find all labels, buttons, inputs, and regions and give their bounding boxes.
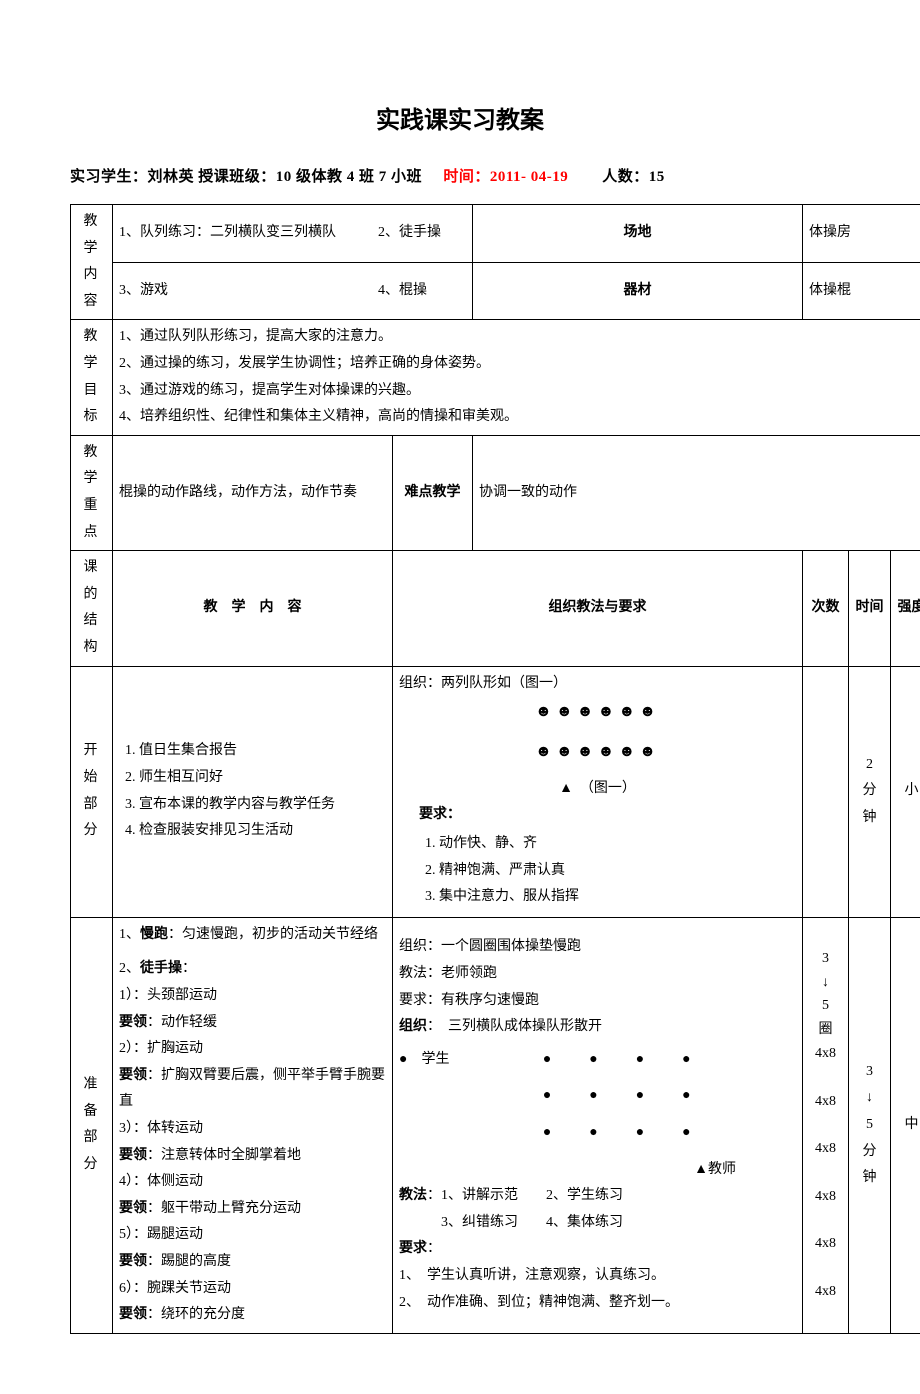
table-row: 教学重点 棍操的动作路线，动作方法，动作节奏 难点教学 协调一致的动作: [71, 435, 920, 550]
page-title: 实践课实习教案: [70, 100, 850, 135]
list-item: 检查服装安排见习生活动: [139, 818, 386, 845]
goal-item: 3、通过游戏的练习，提高学生对体操课的兴趣。: [119, 378, 920, 405]
equip-value: 体操棍: [803, 262, 920, 320]
list-item: 集中注意力、服从指挥: [439, 884, 796, 911]
col-intensity-label: 强度: [891, 551, 920, 666]
start-label: 开始部分: [71, 666, 113, 917]
difficulty-value: 协调一致的动作: [473, 435, 920, 550]
class-value: 10 级体教 4 班 7 小班: [276, 169, 422, 185]
keypoint-value: 棍操的动作路线，动作方法，动作节奏: [113, 435, 393, 550]
content-label: 教学内容: [71, 205, 113, 320]
venue-label: 场地: [473, 205, 803, 263]
time-value: 2011- 04-19: [490, 169, 568, 185]
prep-time: 3↓5分钟: [849, 917, 891, 1333]
org-title: 组织：两列队形如（图一）: [399, 671, 796, 698]
keypoint-label: 教学重点: [71, 435, 113, 550]
structure-label: 课的结构: [71, 551, 113, 666]
prep-intensity: 中: [891, 917, 920, 1333]
venue-value: 体操房: [803, 205, 920, 263]
goals-label: 教学目标: [71, 320, 113, 435]
student-name: 刘林英: [148, 169, 195, 185]
table-header-row: 课的结构 教 学 内 容 组织教法与要求 次数 时间 强度: [71, 551, 920, 666]
start-section-row: 开始部分 值日生集合报告 师生相互问好 宣布本课的教学内容与教学任务 检查服装安…: [71, 666, 920, 917]
formation-row-icon: ☻☻☻☻☻☻: [399, 697, 796, 727]
count-label: 人数：: [602, 169, 649, 185]
list-item: 精神饱满、严肃认真: [439, 858, 796, 885]
list-item: 动作快、静、齐: [439, 831, 796, 858]
list-item: 值日生集合报告: [139, 738, 386, 765]
meta-line: 实习学生：刘林英 授课班级：10 级体教 4 班 7 小班 时间：2011- 0…: [70, 165, 850, 186]
goal-item: 4、培养组织性、纪律性和集体主义精神，高尚的情操和审美观。: [119, 404, 920, 431]
table-row: 教学内容 1、队列练习：二列横队变三列横队 2、徒手操 场地 体操房: [71, 205, 920, 263]
formation-row-icon: ☻☻☻☻☻☻: [399, 737, 796, 767]
table-row: 3、游戏 4、棍操 器材 体操棍: [71, 262, 920, 320]
col-time-label: 时间: [849, 551, 891, 666]
start-intensity: 小: [891, 666, 920, 917]
goal-item: 2、通过操的练习，发展学生协调性；培养正确的身体姿势。: [119, 351, 920, 378]
start-time: 2分钟: [849, 666, 891, 917]
req-label: 要求：: [419, 802, 796, 829]
goals-cell: 1、通过队列队形练习，提高大家的注意力。 2、通过操的练习，发展学生协调性；培养…: [113, 320, 920, 435]
student-label: 实习学生：: [70, 169, 148, 185]
prep-label: 准备部分: [71, 917, 113, 1333]
figure-label: ▲ （图一）: [399, 776, 796, 803]
col-org-label: 组织教法与要求: [393, 551, 803, 666]
start-content: 值日生集合报告 师生相互问好 宣布本课的教学内容与教学任务 检查服装安排见习生活…: [113, 666, 393, 917]
list-item: 师生相互问好: [139, 765, 386, 792]
equip-label: 器材: [473, 262, 803, 320]
prep-org: 组织：一个圆圈围体操垫慢跑教法：老师领跑要求：有秩序匀速慢跑组织： 三列横队成体…: [393, 917, 803, 1333]
start-org: 组织：两列队形如（图一） ☻☻☻☻☻☻ ☻☻☻☻☻☻ ▲ （图一） 要求： 动作…: [393, 666, 803, 917]
table-row: 教学目标 1、通过队列队形练习，提高大家的注意力。 2、通过操的练习，发展学生协…: [71, 320, 920, 435]
content-cell-2: 3、游戏 4、棍操: [113, 262, 473, 320]
prep-content: 1、慢跑：匀速慢跑，初步的活动关节经络2、徒手操：1）：头颈部运动要领：动作轻缓…: [113, 917, 393, 1333]
col-content-label: 教 学 内 容: [113, 551, 393, 666]
lesson-plan-table: 教学内容 1、队列练习：二列横队变三列横队 2、徒手操 场地 体操房 3、游戏 …: [70, 204, 920, 1334]
time-label: 时间：: [443, 169, 490, 185]
start-count: [803, 666, 849, 917]
content-cell-1: 1、队列练习：二列横队变三列横队 2、徒手操: [113, 205, 473, 263]
difficulty-label: 难点教学: [393, 435, 473, 550]
col-count-label: 次数: [803, 551, 849, 666]
list-item: 宣布本课的教学内容与教学任务: [139, 792, 386, 819]
class-label: 授课班级：: [198, 169, 276, 185]
goal-item: 1、通过队列队形练习，提高大家的注意力。: [119, 324, 920, 351]
prep-section-row: 准备部分 1、慢跑：匀速慢跑，初步的活动关节经络2、徒手操：1）：头颈部运动要领…: [71, 917, 920, 1333]
count-value: 15: [649, 169, 665, 185]
prep-count: 3↓5圈4x8 4x8 4x8 4x8 4x8 4x8: [803, 917, 849, 1333]
